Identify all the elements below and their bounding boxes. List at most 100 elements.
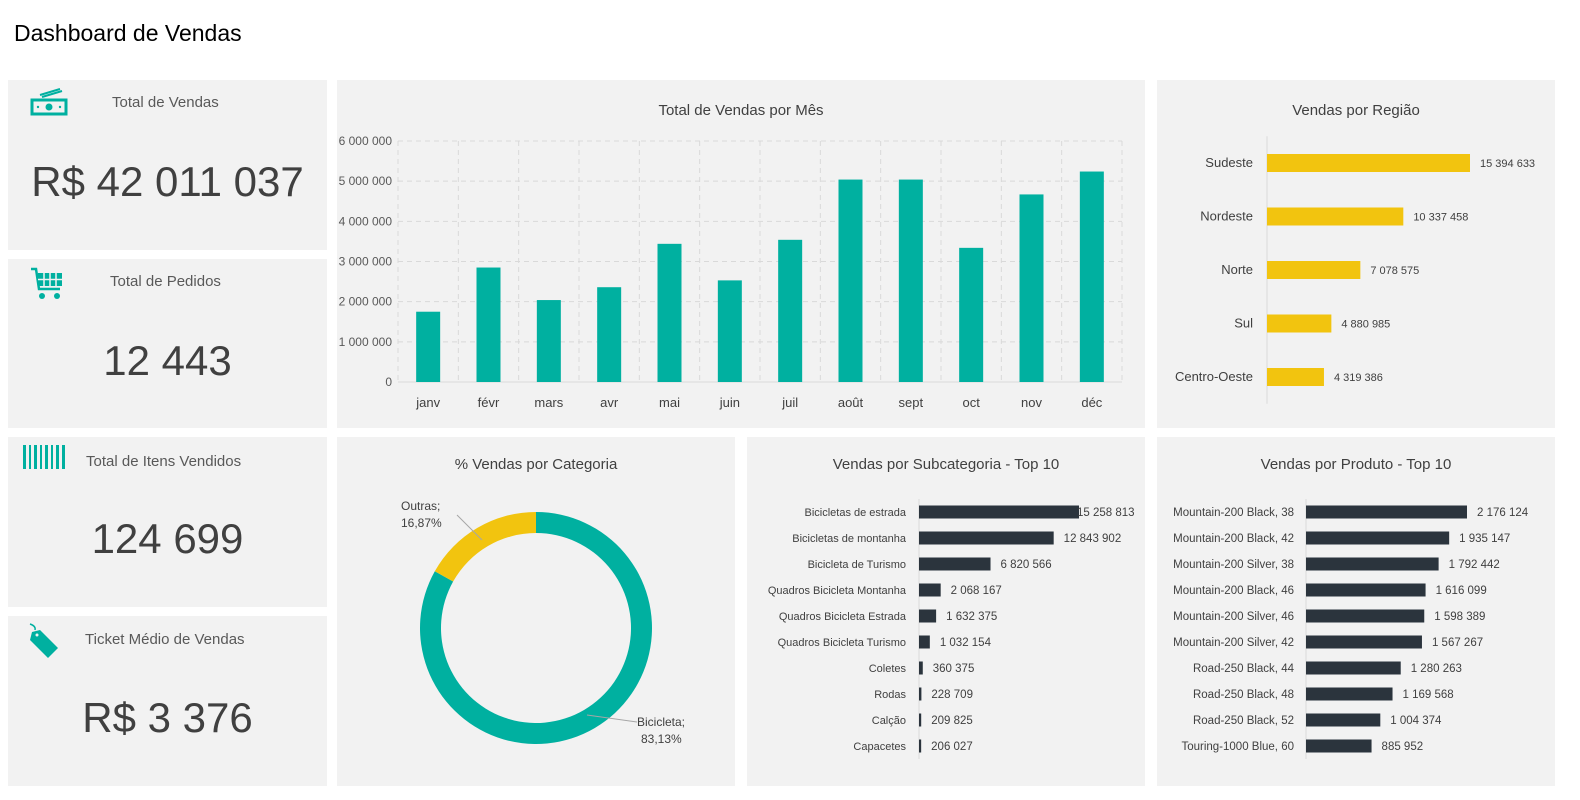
data-label: 7 078 575: [1370, 265, 1419, 277]
category-label: Mountain-200 Silver, 38: [1173, 559, 1294, 571]
data-label: 228 709: [931, 689, 973, 701]
category-label: Mountain-200 Black, 38: [1173, 507, 1294, 519]
slice-label: Outras;: [401, 499, 440, 513]
bar-0: [919, 505, 1079, 519]
bar-juin: [717, 280, 742, 382]
category-label: Touring-1000 Blue, 60: [1181, 741, 1294, 753]
x-tick-label: mars: [534, 395, 563, 410]
category-label: Quadros Bicicleta Turismo: [778, 637, 906, 649]
kpi-label: Total de Itens Vendidos: [86, 453, 242, 470]
y-tick-label: 6 000 000: [339, 134, 393, 148]
kpi-label: Total de Vendas: [112, 94, 219, 111]
monthly-sales-chart: Total de Vendas por Mês 0 1 000 000 2 000 …: [337, 80, 1145, 428]
x-tick-label: oct: [962, 395, 980, 410]
category-label: Quadros Bicicleta Montanha: [768, 585, 907, 597]
bar-9: [919, 739, 922, 753]
data-label: 12 843 902: [1064, 533, 1122, 545]
x-tick-label: déc: [1081, 395, 1102, 410]
data-label: 1 280 263: [1411, 663, 1462, 675]
kpi-total-itens: Total de Itens Vendidos 124 699: [8, 437, 327, 607]
region-sales-chart: Vendas por Região Sudeste 15 394 633 Norde…: [1157, 80, 1555, 428]
bar-0: [1267, 154, 1470, 172]
data-label: 1 598 389: [1434, 611, 1485, 623]
y-tick-label: 1 000 000: [339, 335, 393, 349]
bar-déc: [1079, 171, 1104, 382]
data-label: 2 068 167: [951, 585, 1002, 597]
x-tick-label: nov: [1021, 395, 1042, 410]
bar-oct: [959, 247, 984, 382]
bar-3: [1267, 314, 1332, 333]
bar-janv: [416, 311, 441, 382]
category-label: Capacetes: [853, 741, 906, 753]
data-label: 360 375: [933, 663, 975, 675]
x-tick-label: août: [838, 395, 864, 410]
x-tick-label: mai: [659, 395, 680, 410]
category-label: Centro-Oeste: [1175, 369, 1253, 384]
leader-line: [456, 514, 483, 541]
barcode-icon: [23, 445, 65, 469]
slice-pct-label: 83,13%: [641, 732, 682, 746]
x-tick-label: avr: [600, 395, 619, 410]
data-label: 209 825: [931, 715, 973, 727]
category-label: Nordeste: [1200, 209, 1253, 224]
y-tick-label: 2 000 000: [339, 295, 393, 309]
data-label: 206 027: [931, 741, 973, 753]
data-label: 15 394 633: [1480, 158, 1535, 170]
bar-juil: [778, 239, 803, 382]
data-label: 1 032 154: [940, 637, 992, 649]
bar-6: [1306, 661, 1401, 675]
category-label: Norte: [1221, 262, 1253, 277]
x-tick-label: févr: [478, 395, 500, 410]
kpi-label: Total de Pedidos: [110, 273, 221, 290]
data-label: 15 258 813: [1077, 507, 1135, 519]
x-tick-label: juil: [781, 395, 798, 410]
data-label: 1 004 374: [1390, 715, 1442, 727]
slice-Outras: [434, 512, 536, 582]
category-label: Sudeste: [1205, 155, 1253, 170]
category-label: Quadros Bicicleta Estrada: [779, 611, 907, 623]
category-label: Mountain-200 Black, 46: [1173, 585, 1294, 597]
data-label: 1 935 147: [1459, 533, 1510, 545]
chart-title: Total de Vendas por Mês: [658, 102, 824, 119]
bar-8: [919, 713, 922, 727]
category-label: Road-250 Black, 44: [1193, 663, 1295, 675]
bar-3: [919, 583, 941, 597]
kpi-value: 124 699: [91, 515, 244, 562]
kpi-value: 12 443: [103, 337, 232, 384]
data-label: 4 880 985: [1341, 319, 1390, 331]
category-label: Mountain-200 Silver, 42: [1173, 637, 1294, 649]
bar-août: [838, 179, 863, 382]
bar-7: [919, 687, 922, 701]
data-label: 885 952: [1382, 741, 1424, 753]
data-label: 1 792 442: [1449, 559, 1500, 571]
chart-title: % Vendas por Categoria: [454, 456, 618, 473]
bar-mars: [536, 300, 561, 382]
bar-8: [1306, 713, 1381, 727]
category-label: Sul: [1234, 316, 1253, 331]
bar-févr: [476, 267, 501, 382]
bar-5: [919, 635, 930, 649]
bar-7: [1306, 687, 1393, 701]
x-tick-label: janv: [415, 395, 440, 410]
category-label: Road-250 Black, 52: [1193, 715, 1294, 727]
category-label: Road-250 Black, 48: [1193, 689, 1294, 701]
category-donut-chart: % Vendas por Categoria Bicicleta; 83,13% O…: [337, 437, 735, 786]
bar-6: [919, 661, 923, 675]
bar-1: [1306, 531, 1450, 545]
bar-0: [1306, 505, 1467, 519]
y-tick-label: 5 000 000: [339, 174, 393, 188]
kpi-value: R$ 42 011 037: [31, 158, 304, 205]
category-label: Calção: [872, 715, 906, 727]
bar-2: [1267, 261, 1361, 279]
bar-1: [919, 531, 1054, 545]
bar-3: [1306, 583, 1426, 597]
slice-label: Bicicleta;: [637, 715, 685, 729]
leader-line: [586, 714, 638, 723]
bar-nov: [1019, 194, 1044, 382]
money-icon: [30, 88, 68, 116]
category-label: Mountain-200 Silver, 46: [1173, 611, 1294, 623]
bar-2: [919, 557, 991, 571]
chart-title: Vendas por Produto - Top 10: [1260, 456, 1452, 473]
bar-2: [1306, 557, 1439, 571]
bar-4: [1306, 609, 1425, 623]
